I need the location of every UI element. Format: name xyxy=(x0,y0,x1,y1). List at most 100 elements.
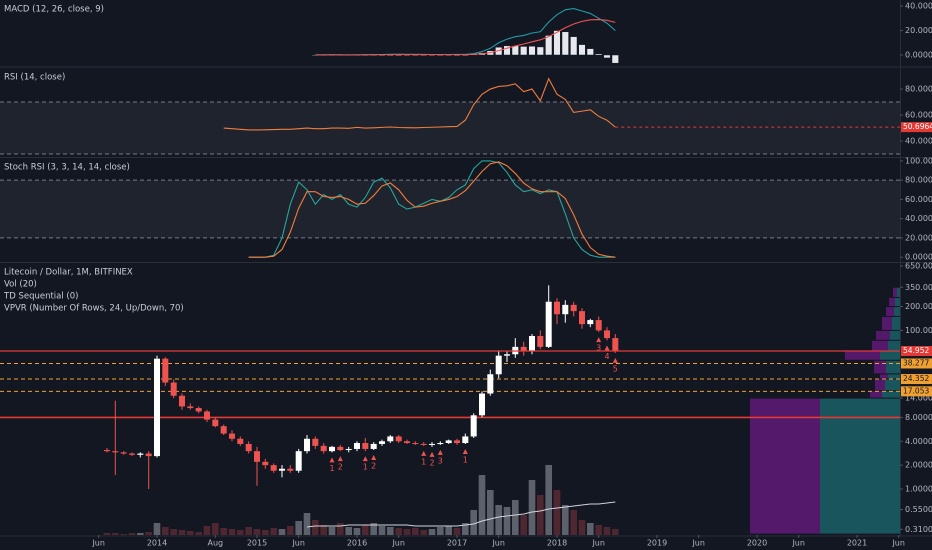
td-legend: TD Sequential (0) xyxy=(3,292,78,302)
candle-body xyxy=(237,438,244,444)
candle-body xyxy=(145,453,152,457)
td-arrow xyxy=(371,455,377,461)
y-tick-label: 350.0000 xyxy=(905,283,932,292)
y-tick-label: 0.3100 xyxy=(905,525,932,534)
y-tick-label: 200.0000 xyxy=(905,302,932,311)
price-tag-label: 17.053 xyxy=(903,386,929,395)
volume-bar xyxy=(303,513,311,535)
main-legend-title: Litecoin / Dollar, 1M, BITFINEX xyxy=(4,268,133,278)
histogram-bar xyxy=(445,54,453,57)
vpvr-down xyxy=(874,360,886,374)
y-tick-label: 4.0000 xyxy=(905,437,932,446)
volume-bar xyxy=(603,527,611,535)
price-tag xyxy=(901,122,932,133)
price-tag-label: 24.352 xyxy=(903,374,929,383)
candle-body xyxy=(362,443,369,449)
candle-body xyxy=(162,358,169,383)
volume-bar xyxy=(312,520,319,535)
indicator-line xyxy=(315,19,616,56)
pane-legend: MACD (12, 26, close, 9) xyxy=(4,5,104,15)
td-arrow xyxy=(329,457,335,463)
candle-body xyxy=(587,320,594,325)
volume-bar xyxy=(162,527,169,535)
candle-body xyxy=(195,408,202,412)
y-tick-label: 650.0000 xyxy=(905,261,932,270)
vpvr-up xyxy=(888,340,900,351)
volume-bar xyxy=(470,510,477,535)
histogram-bar xyxy=(411,54,419,57)
volume-bar xyxy=(420,530,427,535)
volume-bar xyxy=(445,526,452,535)
candle-body xyxy=(387,436,394,442)
volume-bar xyxy=(203,526,211,535)
volume-bar xyxy=(612,529,619,535)
volume-bar xyxy=(170,529,177,535)
x-tick-label: 2020 xyxy=(747,539,767,548)
candle-body xyxy=(270,465,277,471)
vpvr-down xyxy=(750,398,820,534)
band-fill xyxy=(0,102,900,155)
histogram-bar xyxy=(603,54,611,59)
volume-bar xyxy=(428,529,436,535)
volume-bar xyxy=(595,525,602,535)
td-label: 5 xyxy=(613,364,618,373)
volume-bar xyxy=(112,533,119,535)
price-tag xyxy=(901,386,932,397)
td-arrow xyxy=(421,450,427,456)
histogram-bar xyxy=(420,54,428,57)
pane-legend: RSI (14, close) xyxy=(4,73,65,83)
vpvr-up xyxy=(882,391,900,398)
volume-bar xyxy=(545,465,552,535)
candle-body xyxy=(204,411,210,420)
td-label: 3 xyxy=(438,456,443,465)
candle-body xyxy=(579,311,585,325)
price-tag xyxy=(901,374,932,385)
td-arrow xyxy=(337,456,343,462)
candle-body xyxy=(570,304,577,312)
volume-bar xyxy=(220,528,227,535)
candle-body xyxy=(604,330,610,339)
candle-body xyxy=(562,304,569,315)
y-tick-label: 0.0000 xyxy=(905,51,932,60)
candle-body xyxy=(345,448,352,451)
td-arrow xyxy=(429,451,435,457)
vpvr-up xyxy=(894,307,900,316)
vpvr-up xyxy=(897,287,900,297)
candle-body xyxy=(595,320,602,331)
volume-bar xyxy=(128,533,136,535)
volume-bar xyxy=(370,523,377,535)
candle-body xyxy=(412,443,419,445)
candle-body xyxy=(329,446,335,452)
candle-body xyxy=(445,440,452,444)
histogram-bar xyxy=(578,44,586,56)
td-arrow xyxy=(612,357,618,363)
candle-body xyxy=(612,338,619,352)
volume-bar xyxy=(512,500,519,535)
x-tick-label: 2015 xyxy=(247,539,267,548)
candle-body xyxy=(537,336,544,347)
td-arrow xyxy=(437,449,443,455)
volume-bar xyxy=(570,510,577,535)
y-tick-label: 40.0000 xyxy=(905,137,932,146)
vpvr-down xyxy=(889,297,895,307)
candle-body xyxy=(287,468,294,471)
candle-body xyxy=(379,441,385,444)
volume-bar xyxy=(478,475,486,535)
volume-legend: Vol (20) xyxy=(4,280,37,290)
price-tag-label: 50.6964 xyxy=(903,122,932,131)
vpvr-down xyxy=(880,374,888,379)
y-tick-label: 1.0000 xyxy=(905,485,932,494)
y-tick-label: 0.0000 xyxy=(905,253,932,262)
volume-bar xyxy=(537,495,544,535)
y-tick-label: 80.0000 xyxy=(905,85,932,94)
volume-bar xyxy=(362,525,369,535)
x-tick-label: 2018 xyxy=(547,539,567,548)
candle-body xyxy=(220,426,227,434)
candle-body xyxy=(495,355,502,375)
x-tick-label: 2019 xyxy=(647,539,667,548)
volume-bar xyxy=(328,527,336,535)
volume-bar xyxy=(212,523,219,535)
